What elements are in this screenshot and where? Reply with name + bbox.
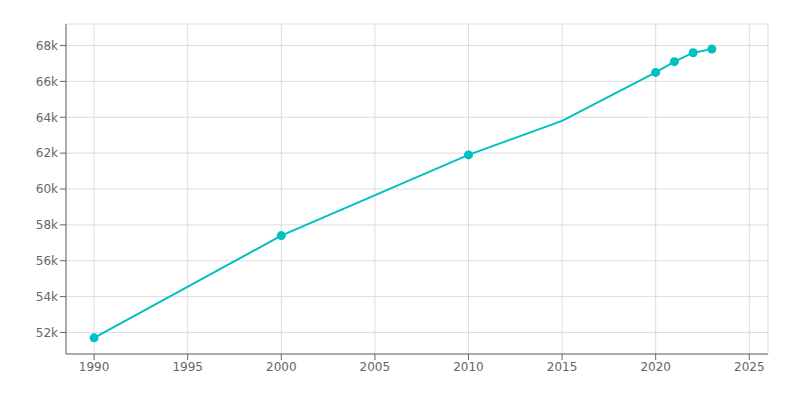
svg-text:2005: 2005 — [360, 360, 391, 374]
svg-text:54k: 54k — [36, 290, 58, 304]
svg-text:1990: 1990 — [79, 360, 110, 374]
svg-text:2020: 2020 — [640, 360, 671, 374]
svg-text:58k: 58k — [36, 218, 58, 232]
svg-text:56k: 56k — [36, 254, 58, 268]
svg-text:64k: 64k — [36, 111, 58, 125]
svg-text:66k: 66k — [36, 75, 58, 89]
svg-text:1995: 1995 — [172, 360, 203, 374]
svg-text:62k: 62k — [36, 146, 58, 160]
svg-text:2015: 2015 — [547, 360, 578, 374]
svg-text:52k: 52k — [36, 326, 58, 340]
svg-text:2000: 2000 — [266, 360, 297, 374]
svg-text:2010: 2010 — [453, 360, 484, 374]
svg-text:60k: 60k — [36, 182, 58, 196]
svg-text:2025: 2025 — [734, 360, 765, 374]
svg-text:68k: 68k — [36, 39, 58, 53]
